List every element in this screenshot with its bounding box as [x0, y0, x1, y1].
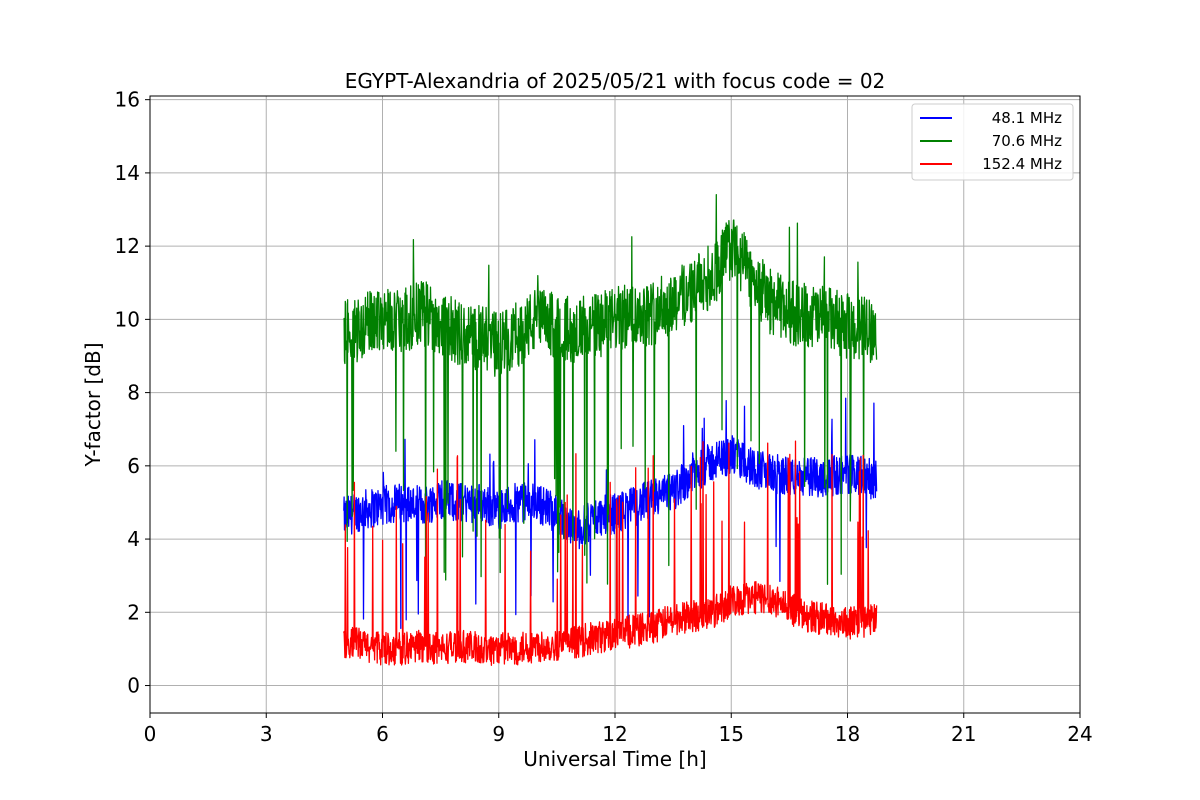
- x-tick-label: 0: [144, 722, 157, 746]
- y-tick-label: 12: [115, 234, 140, 258]
- series-line-3: [343, 440, 878, 666]
- y-tick-label: 6: [127, 454, 140, 478]
- legend-entry-label: 70.6 MHz: [992, 132, 1062, 150]
- legend: 48.1 MHz 70.6 MHz 152.4 MHz: [911, 103, 1074, 181]
- x-tick-label: 18: [835, 722, 860, 746]
- y-tick-label: 0: [127, 674, 140, 698]
- y-tick-label: 16: [115, 88, 140, 112]
- x-tick-label: 21: [951, 722, 976, 746]
- y-tick-label: 4: [127, 527, 140, 551]
- x-tick-label: 15: [719, 722, 744, 746]
- x-axis-label: Universal Time [h]: [523, 747, 706, 771]
- x-tick-label: 3: [260, 722, 273, 746]
- x-tick-label: 6: [376, 722, 389, 746]
- y-tick-label: 10: [115, 307, 140, 331]
- y-tick-label: 2: [127, 600, 140, 624]
- chart-title: EGYPT-Alexandria of 2025/05/21 with focu…: [345, 69, 886, 93]
- plot-series: [343, 194, 878, 666]
- legend-entry-label: 152.4 MHz: [982, 155, 1062, 173]
- y-axis-label: Y-factor [dB]: [81, 342, 105, 467]
- series-line-2: [343, 194, 878, 594]
- y-tick-label: 14: [115, 161, 140, 185]
- legend-box: [911, 103, 1074, 181]
- x-tick-label: 12: [602, 722, 627, 746]
- x-axis: 0 3 6 9 12 15 18 21 24: [144, 713, 1093, 746]
- y-tick-label: 8: [127, 381, 140, 405]
- legend-entry-label: 48.1 MHz: [992, 109, 1062, 127]
- y-axis: 0 2 4 6 8 10 12 14 16: [115, 88, 150, 698]
- x-tick-label: 9: [492, 722, 505, 746]
- x-tick-label: 24: [1067, 722, 1092, 746]
